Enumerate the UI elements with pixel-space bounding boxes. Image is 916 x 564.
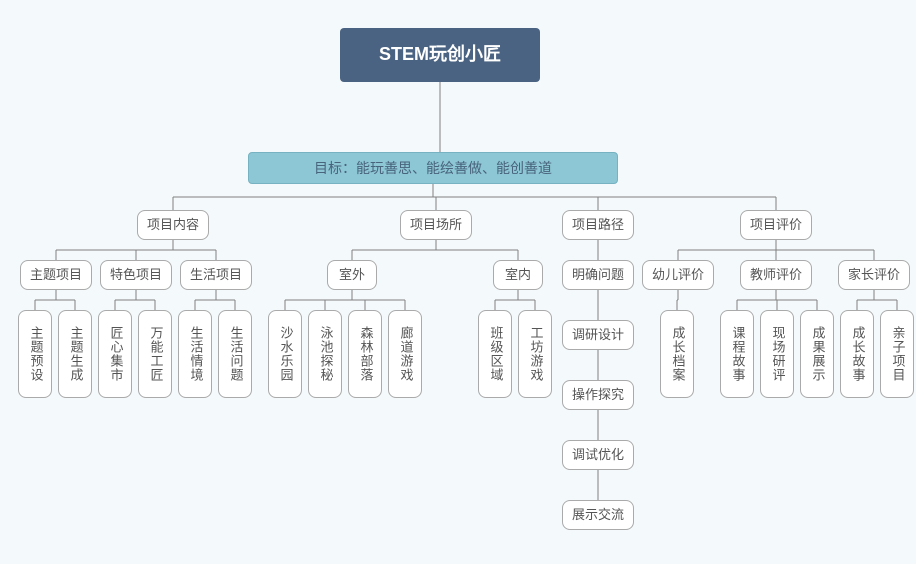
l2-outdoor: 室外 <box>327 260 377 290</box>
path-step-1-label: 操作探究 <box>572 387 624 404</box>
path-step-3: 展示交流 <box>562 500 634 530</box>
leaf-7-label: 泳池探秘 <box>317 326 334 382</box>
leaf-12-label: 成长档案 <box>669 326 686 382</box>
path-step-2: 调试优化 <box>562 440 634 470</box>
l2-feature-label: 特色项目 <box>110 267 162 284</box>
leaf-2: 匠心集市 <box>98 310 132 398</box>
leaf-13-label: 课程故事 <box>729 326 746 382</box>
leaf-0-label: 主题预设 <box>27 326 44 382</box>
l2-child-label: 幼儿评价 <box>652 267 704 284</box>
leaf-16-label: 成长故事 <box>849 326 866 382</box>
l2-life: 生活项目 <box>180 260 252 290</box>
l2-clarify: 明确问题 <box>562 260 634 290</box>
goal-node-label: 目标：能玩善思、能绘善做、能创善道 <box>314 159 552 177</box>
leaf-3-label: 万能工匠 <box>147 326 164 382</box>
root-node-label: STEM玩创小匠 <box>379 43 501 66</box>
l2-child: 幼儿评价 <box>642 260 714 290</box>
l1-path-label: 项目路径 <box>572 217 624 234</box>
l2-clarify-label: 明确问题 <box>572 267 624 284</box>
l2-parent-label: 家长评价 <box>848 267 900 284</box>
leaf-16: 成长故事 <box>840 310 874 398</box>
path-step-1: 操作探究 <box>562 380 634 410</box>
org-chart: STEM玩创小匠目标：能玩善思、能绘善做、能创善道项目内容 项目场所 项目路径 项目评… <box>0 0 916 564</box>
leaf-1: 主题生成 <box>58 310 92 398</box>
l1-path: 项目路径 <box>562 210 634 240</box>
leaf-14-label: 现场研评 <box>769 326 786 382</box>
leaf-13: 课程故事 <box>720 310 754 398</box>
l2-teacher-label: 教师评价 <box>750 267 802 284</box>
leaf-6: 沙水乐园 <box>268 310 302 398</box>
goal-node: 目标：能玩善思、能绘善做、能创善道 <box>248 152 618 184</box>
leaf-3: 万能工匠 <box>138 310 172 398</box>
leaf-11-label: 工坊游戏 <box>527 326 544 382</box>
leaf-1-label: 主题生成 <box>67 326 84 382</box>
leaf-14: 现场研评 <box>760 310 794 398</box>
leaf-5-label: 生活问题 <box>227 326 244 382</box>
leaf-4: 生活情境 <box>178 310 212 398</box>
leaf-7: 泳池探秘 <box>308 310 342 398</box>
leaf-11: 工坊游戏 <box>518 310 552 398</box>
l1-place-label: 项目场所 <box>410 217 462 234</box>
path-step-0-label: 调研设计 <box>572 327 624 344</box>
leaf-10-label: 班级区域 <box>487 326 504 382</box>
l2-life-label: 生活项目 <box>190 267 242 284</box>
leaf-12: 成长档案 <box>660 310 694 398</box>
leaf-5: 生活问题 <box>218 310 252 398</box>
leaf-8: 森林部落 <box>348 310 382 398</box>
l1-content-label: 项目内容 <box>147 217 199 234</box>
leaf-6-label: 沙水乐园 <box>277 326 294 382</box>
leaf-15: 成果展示 <box>800 310 834 398</box>
leaf-10: 班级区域 <box>478 310 512 398</box>
path-step-0: 调研设计 <box>562 320 634 350</box>
path-step-3-label: 展示交流 <box>572 507 624 524</box>
leaf-17: 亲子项目 <box>880 310 914 398</box>
l1-evaluate-label: 项目评价 <box>750 217 802 234</box>
l2-theme: 主题项目 <box>20 260 92 290</box>
l1-place: 项目场所 <box>400 210 472 240</box>
l2-indoor-label: 室内 <box>505 267 531 284</box>
l2-outdoor-label: 室外 <box>339 267 365 284</box>
leaf-9-label: 廊道游戏 <box>397 326 414 382</box>
leaf-2-label: 匠心集市 <box>107 326 124 382</box>
l1-content: 项目内容 <box>137 210 209 240</box>
l1-evaluate: 项目评价 <box>740 210 812 240</box>
path-step-2-label: 调试优化 <box>572 447 624 464</box>
leaf-17-label: 亲子项目 <box>889 326 906 382</box>
leaf-9: 廊道游戏 <box>388 310 422 398</box>
l2-teacher: 教师评价 <box>740 260 812 290</box>
root-node: STEM玩创小匠 <box>340 28 540 82</box>
l2-parent: 家长评价 <box>838 260 910 290</box>
leaf-15-label: 成果展示 <box>809 326 826 382</box>
l2-indoor: 室内 <box>493 260 543 290</box>
l2-theme-label: 主题项目 <box>30 267 82 284</box>
leaf-4-label: 生活情境 <box>187 326 204 382</box>
leaf-8-label: 森林部落 <box>357 326 374 382</box>
leaf-0: 主题预设 <box>18 310 52 398</box>
l2-feature: 特色项目 <box>100 260 172 290</box>
